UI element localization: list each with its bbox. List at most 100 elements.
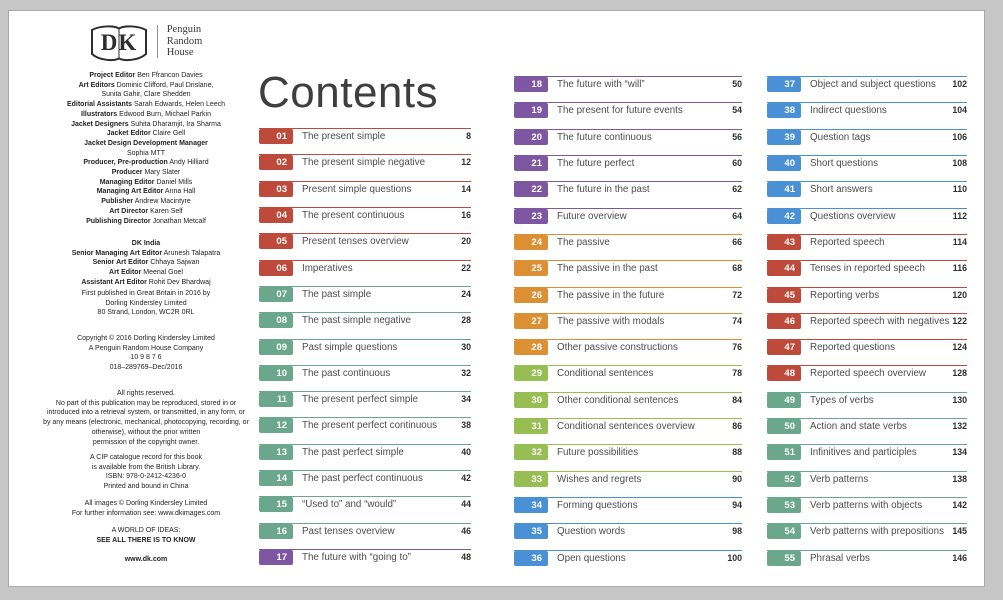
publication-info: First published in Great Britain in 2016… [36,289,256,318]
unit-number-badge: 32 [514,445,548,461]
toc-entry: 55 Phrasal verbs 146 [767,549,967,576]
text-line: introduced into a retrieval system, or t… [46,409,246,417]
unit-number-badge: 11 [259,392,293,408]
text-line: 018–289769–Dec/2016 [109,364,183,372]
page-number: 64 [732,210,742,221]
toc-entry: 01 The present simple 8 [259,128,471,154]
credit-line: Sophia MTT [126,149,166,157]
unit-number-badge: 46 [767,313,801,329]
toc-column-1: 01 The present simple 8 02 The present simpl… [259,128,471,575]
text-line: is available from the British Library. [91,463,201,471]
page-number: 8 [466,131,471,141]
text-line: First published in Great Britain in 2016… [81,290,211,297]
page-number: 44 [461,499,471,510]
toc-entry: 38 Indirect questions 104 [767,102,967,128]
unit-number-badge: 52 [767,471,801,487]
toc-entry: 30 Other conditional sentences 84 [514,391,742,418]
page-number: 56 [732,131,742,142]
unit-number-badge: 02 [259,155,293,171]
page-number: 22 [461,262,471,273]
unit-number-badge: 36 [514,550,548,566]
page-number: 66 [732,236,742,247]
unit-title: The past perfect simple [302,446,404,458]
credit-line: Senior Managing Art Editor Arunesh Talap… [71,249,221,257]
unit-title: The future with “going to” [302,552,411,563]
cip-isbn: A CIP catalogue record for this book is a… [36,453,256,492]
page-number: 88 [732,447,742,458]
page-number: 86 [732,421,742,432]
credit-line: Managing Editor Daniel Mills [99,178,193,186]
text-line: permission of the copyright owner. [92,438,200,446]
page-number: 145 [952,526,967,537]
toc-column-3: 37 Object and subject questions 102 38 Indir… [767,76,967,576]
text-line: ISBN: 978-0-2412-4236-0 [105,473,187,481]
toc-entry: 21 The future perfect 60 [514,154,742,181]
toc-entry: 46 Reported speech with negatives 122 [767,312,967,339]
unit-number-badge: 03 [259,181,293,197]
unit-title: Indirect questions [810,105,887,117]
book-page: DK Penguin Random House Project Editor Ben… [8,10,985,587]
unit-title: Present tenses overview [302,236,409,248]
toc-entry: 15 “Used to” and “would” 44 [259,496,471,522]
tagline-bold: SEE ALL THERE IS TO KNOW [96,536,196,544]
unit-number-badge: 25 [514,261,548,277]
unit-title: Verb patterns [810,473,869,485]
page-number: 90 [732,473,742,484]
unit-title: Other conditional sentences [557,394,679,406]
toc-entry: 35 Question words 98 [514,523,742,549]
unit-number-badge: 29 [514,366,548,382]
page-number: 116 [952,263,967,274]
tagline: A WORLD OF IDEAS: SEE ALL THERE IS TO KN… [36,526,256,545]
toc-entry: 24 The passive 66 [514,233,742,260]
page-number: 108 [952,157,967,168]
unit-title: Verb patterns with objects [810,500,923,511]
unit-title: Questions overview [810,210,896,222]
text-line: by any means (electronic, mechanical, ph… [43,419,249,427]
toc-entry: 42 Questions overview 112 [767,207,967,234]
toc-entry: 22 The future in the past 62 [514,181,742,207]
unit-number-badge: 41 [767,182,801,198]
unit-number-badge: 53 [767,498,801,513]
unit-title: The future perfect [557,157,635,169]
page-number: 34 [461,394,471,405]
credit-line: Art Editor Meenal Goel [109,269,183,277]
unit-title: The passive in the future [557,289,665,301]
unit-title: The passive [557,236,610,248]
unit-number-badge: 54 [767,524,801,540]
unit-number-badge: 49 [767,392,801,408]
credits-uk: Project Editor Ben Ffrancon Davies Art Ed… [36,71,256,226]
page-number: 14 [461,183,471,194]
text-line: Copyright © 2016 Dorling Kindersley Limi… [77,335,215,342]
credit-line: Art Director Karen Self [109,207,183,215]
unit-number-badge: 45 [767,287,801,303]
unit-title: Tenses in reported speech [810,263,925,275]
credit-line: Publisher Andrew Macintyre [101,198,191,206]
credit-line: Sunita Gahir, Clare Shedden [101,91,191,99]
page-number: 114 [952,236,967,247]
unit-title: The passive in the past [557,263,658,275]
page-number: 130 [952,394,967,405]
unit-number-badge: 10 [259,365,293,381]
page-number: 50 [732,79,742,89]
page-number: 42 [461,473,471,484]
credit-line: Jacket Designers Suhita Dharamjit, Ira S… [71,120,221,128]
text-line: Printed and bound in China [103,483,189,491]
toc-column-2: 18 The future with “will” 50 19 The present … [514,76,742,576]
unit-title: Present simple questions [302,183,412,195]
page-number: 46 [461,525,471,536]
unit-title: Object and subject questions [810,79,936,90]
page-number: 20 [461,236,471,247]
credit-line: Producer, Pre-production Andy Hilliard [83,159,209,167]
page-number: 76 [732,342,742,353]
unit-number-badge: 27 [514,313,548,329]
unit-title: Future possibilities [557,447,639,459]
toc-entry: 44 Tenses in reported speech 116 [767,260,967,286]
toc-entry: 49 Types of verbs 130 [767,391,967,418]
unit-number-badge: 19 [514,103,548,119]
toc-entry: 51 Infinitives and participles 134 [767,444,967,470]
page-number: 138 [952,473,967,484]
unit-title: The past simple [302,288,372,300]
unit-number-badge: 33 [514,471,548,487]
toc-entry: 05 Present tenses overview 20 [259,233,471,259]
toc-entry: 28 Other passive constructions 76 [514,339,742,365]
